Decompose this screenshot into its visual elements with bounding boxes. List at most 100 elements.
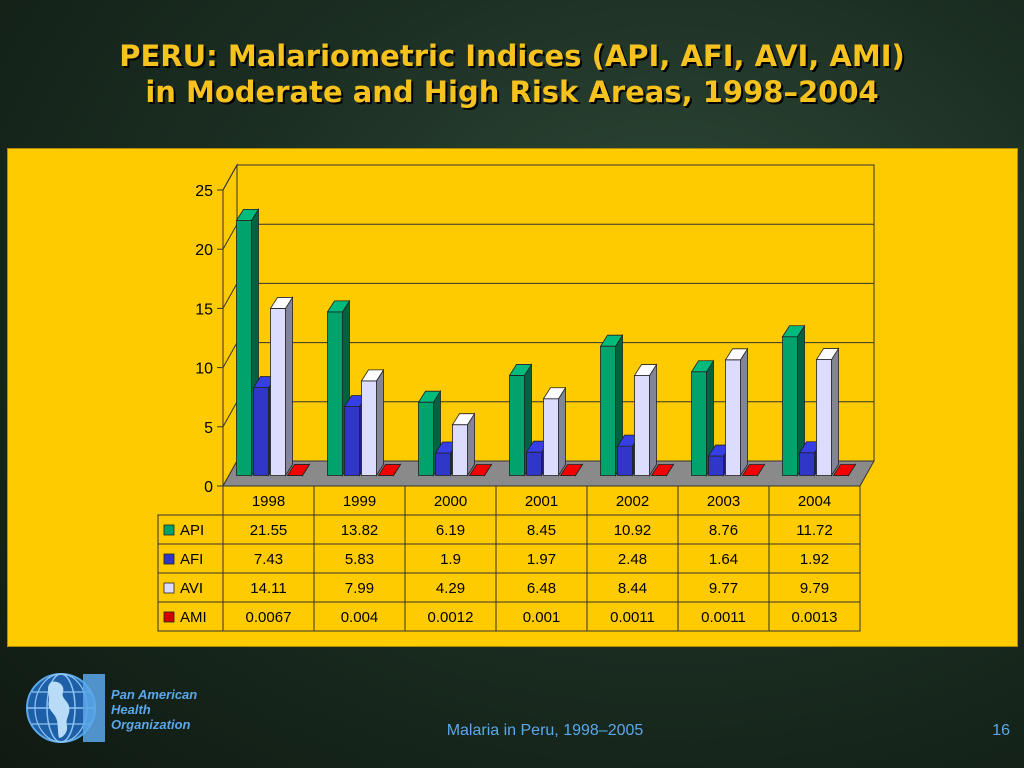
bar-chart: 0 5 10 15 20 25 1998 1999 2000 2001 2002 2003 2004 AP… [157, 163, 875, 632]
category-label-2003: 2003 [707, 493, 740, 510]
bar-side-avi-2002 [649, 363, 657, 477]
data-label-afi-2001: 1.97 [527, 551, 556, 568]
category-label-2000: 2000 [434, 493, 467, 510]
data-label-ami-1998: 0.0067 [246, 609, 292, 626]
bar-afi-1998 [253, 387, 269, 476]
bar-top-avi-2003 [724, 348, 749, 361]
category-label-2004: 2004 [798, 493, 831, 510]
data-label-api-2003: 8.76 [709, 522, 738, 539]
bar-top-ami-2002 [650, 464, 675, 476]
data-label-ami-1999: 0.004 [341, 609, 379, 626]
legend-swatch-afi [163, 553, 175, 565]
data-label-ami-2000: 0.0012 [428, 609, 474, 626]
slide-title: PERU: Malariometric Indices (API, AFI, A… [0, 38, 1024, 110]
data-label-avi-2004: 9.79 [800, 580, 829, 597]
data-label-ami-2004: 0.0013 [792, 609, 838, 626]
legend-swatch-ami [163, 611, 175, 623]
bar-top-avi-2001 [542, 387, 567, 400]
bar-top-avi-2000 [451, 413, 476, 426]
legend-label-afi: AFI [180, 551, 203, 568]
bar-top-api-2001 [508, 364, 533, 376]
bar-api-2001 [509, 375, 525, 476]
bar-avi-2002 [634, 375, 650, 476]
y-tick-label: 25 [195, 183, 213, 200]
bar-top-ami-2004 [832, 464, 857, 476]
data-label-afi-1999: 5.83 [345, 551, 374, 568]
data-label-afi-1998: 7.43 [254, 551, 283, 568]
legend-label-avi: AVI [180, 580, 203, 597]
bar-top-api-1999 [326, 300, 351, 313]
bar-afi-2002 [617, 445, 633, 476]
bar-top-api-2000 [417, 390, 442, 403]
legend-swatch-api [163, 524, 175, 536]
bar-afi-2001 [526, 451, 542, 476]
data-label-avi-1999: 7.99 [345, 580, 374, 597]
data-label-avi-2000: 4.29 [436, 580, 465, 597]
bar-top-avi-1998 [269, 297, 294, 309]
bar-api-2004 [782, 336, 798, 476]
y-tick-label: 20 [195, 242, 213, 259]
bar-side-avi-2003 [740, 347, 748, 477]
bar-top-ami-2000 [468, 464, 493, 476]
bar-top-ami-2003 [741, 464, 766, 476]
bar-top-ami-1999 [377, 464, 402, 476]
bar-avi-2000 [452, 424, 468, 476]
data-label-avi-2003: 9.77 [709, 580, 738, 597]
bar-afi-2004 [799, 452, 815, 476]
bar-top-api-1998 [235, 208, 260, 221]
data-label-avi-2002: 8.44 [618, 580, 647, 597]
org-name-line-1: Pan American [111, 687, 198, 702]
bar-top-ami-2001 [559, 464, 584, 476]
footer-caption: Malaria in Peru, 1998–2005 [446, 722, 644, 739]
bar-top-ami-1998 [286, 464, 311, 476]
legend-label-ami: AMI [180, 609, 207, 626]
bar-top-api-2003 [690, 360, 715, 373]
bar-top-avi-2004 [815, 348, 840, 360]
legend-label-api: API [180, 522, 204, 539]
bar-top-api-2002 [599, 334, 624, 347]
org-name-line-2: Health [111, 702, 151, 717]
data-label-afi-2003: 1.64 [709, 551, 738, 568]
y-tick-label: 0 [204, 479, 213, 496]
category-label-1999: 1999 [343, 493, 376, 510]
bar-avi-1999 [361, 380, 377, 476]
data-label-api-2001: 8.45 [527, 522, 556, 539]
bar-api-2002 [600, 345, 616, 476]
bar-top-avi-1999 [360, 369, 385, 382]
gridline [222, 164, 874, 191]
data-label-api-1999: 13.82 [341, 522, 379, 539]
bar-top-api-2004 [781, 325, 806, 338]
slide-title-line-1: PERU: Malariometric Indices (API, AFI, A… [119, 39, 905, 73]
data-label-ami-2003: 0.0011 [701, 609, 746, 626]
globe-logo-icon [21, 668, 107, 748]
org-name-line-3: Organization [111, 717, 191, 732]
data-label-afi-2004: 1.92 [800, 551, 829, 568]
table-header-row [222, 485, 861, 516]
bar-api-1999 [327, 311, 343, 476]
category-label-1998: 1998 [252, 493, 285, 510]
category-label-2002: 2002 [616, 493, 649, 510]
data-label-avi-1998: 14.11 [250, 580, 286, 597]
data-label-afi-2000: 1.9 [440, 551, 461, 568]
bar-afi-2000 [435, 452, 451, 476]
bar-api-1998 [236, 219, 252, 476]
data-label-api-2002: 10.92 [614, 522, 652, 539]
data-label-api-2004: 11.72 [796, 522, 832, 539]
legend-swatch-avi [163, 582, 175, 594]
slide-title-line-2: in Moderate and High Risk Areas, 1998–20… [145, 75, 879, 109]
y-tick-label: 5 [204, 420, 213, 437]
bar-afi-2003 [708, 455, 724, 476]
y-tick-label: 10 [195, 361, 213, 378]
chart-panel: 0 5 10 15 20 25 1998 1999 2000 2001 2002 2003 2004 AP… [7, 148, 1018, 647]
bar-side-avi-2001 [558, 386, 566, 477]
bar-avi-1998 [270, 308, 286, 476]
data-label-afi-2002: 2.48 [618, 551, 647, 568]
bar-avi-2004 [816, 359, 832, 476]
category-label-2001: 2001 [525, 493, 558, 510]
bar-side-avi-1999 [376, 368, 384, 477]
data-label-ami-2002: 0.0011 [610, 609, 655, 626]
bar-afi-1999 [344, 406, 360, 476]
bar-top-avi-2002 [633, 364, 658, 376]
bar-avi-2001 [543, 398, 559, 476]
data-label-avi-2001: 6.48 [527, 580, 556, 597]
